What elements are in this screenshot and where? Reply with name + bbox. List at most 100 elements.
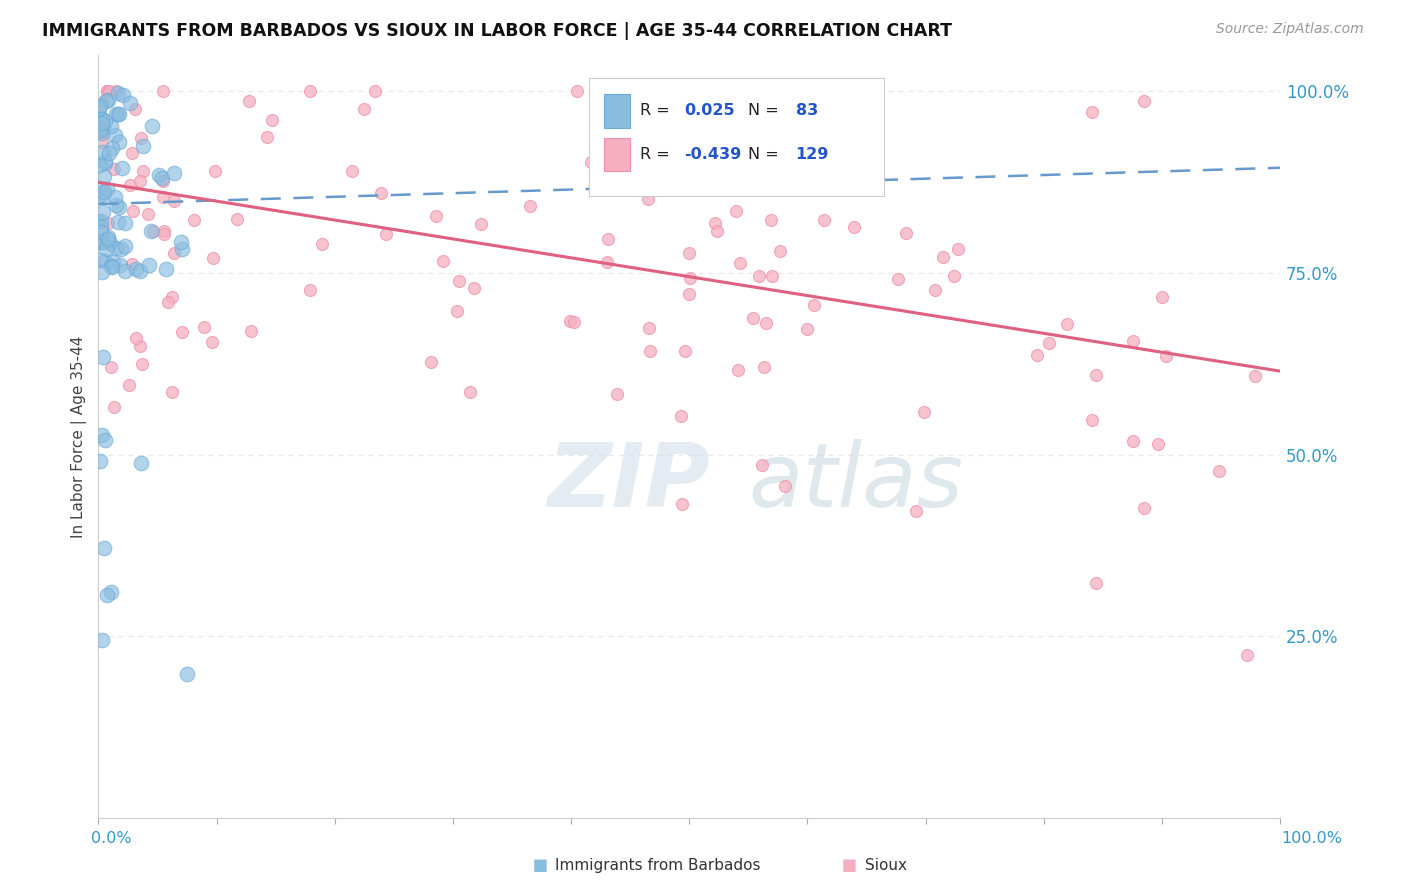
Point (124, 102, 146, 116)
Point (90, 112, 112, 127)
Point (894, 226, 917, 240)
Point (904, 504, 927, 518)
Text: -0.439: -0.439 (685, 147, 742, 161)
Point (94, 155, 117, 169)
Point (93, 541, 115, 556)
Point (1085, 368, 1108, 383)
Point (136, 207, 159, 221)
Point (932, 250, 955, 264)
Point (912, 405, 935, 419)
Text: Source: ZipAtlas.com: Source: ZipAtlas.com (1216, 22, 1364, 37)
Point (1133, 500, 1156, 515)
Point (588, 120, 610, 134)
Point (87, 101, 110, 115)
Point (176, 666, 198, 681)
Point (239, 324, 262, 338)
Point (311, 237, 333, 252)
Point (89, 181, 111, 195)
Point (107, 86, 129, 100)
Point (193, 320, 215, 334)
Point (122, 204, 145, 219)
Point (728, 256, 751, 270)
Point (90, 145, 112, 160)
Point (562, 315, 585, 329)
Point (703, 216, 725, 230)
Point (91, 120, 114, 135)
Text: Sioux: Sioux (865, 858, 907, 872)
Point (353, 102, 375, 116)
Point (111, 88, 134, 103)
Point (90, 235, 112, 250)
Point (89, 99, 111, 113)
Text: ▪: ▪ (841, 854, 858, 877)
Point (1026, 348, 1049, 362)
Point (100, 120, 122, 134)
Text: ZIP: ZIP (547, 439, 710, 525)
Point (129, 264, 152, 278)
Point (1146, 437, 1168, 451)
Point (761, 269, 783, 284)
Point (91, 632, 114, 647)
Point (152, 85, 174, 99)
Point (97, 85, 120, 99)
Point (162, 290, 184, 304)
Text: 83: 83 (796, 103, 818, 119)
Point (91, 135, 114, 149)
Point (720, 113, 742, 128)
Point (163, 166, 186, 180)
Point (91, 126, 114, 140)
Point (470, 218, 492, 232)
Point (110, 242, 132, 256)
Point (673, 343, 696, 358)
Point (813, 212, 835, 227)
Point (755, 316, 778, 330)
Point (948, 242, 970, 256)
Bar (605, 94, 630, 128)
Point (90, 220, 112, 235)
Point (142, 224, 165, 238)
Text: 100.0%: 100.0% (1282, 831, 1343, 846)
Point (97, 229, 120, 244)
Point (152, 189, 174, 203)
Point (91, 188, 114, 202)
Point (155, 261, 177, 276)
Point (628, 102, 651, 116)
Point (100, 235, 122, 250)
Point (1154, 349, 1177, 363)
Point (87, 214, 110, 228)
Point (886, 272, 908, 286)
Point (160, 384, 183, 399)
Text: R =: R = (640, 147, 675, 161)
Point (1150, 290, 1173, 304)
Point (759, 212, 782, 227)
Point (96, 85, 118, 99)
Point (107, 215, 129, 229)
Point (751, 458, 773, 473)
Point (132, 139, 155, 153)
Text: atlas: atlas (748, 439, 963, 525)
Point (579, 155, 602, 169)
Point (567, 85, 589, 99)
Point (363, 85, 385, 99)
Point (94, 433, 117, 447)
Point (107, 136, 129, 150)
Point (89, 110, 111, 124)
Point (132, 163, 155, 178)
Point (91, 125, 114, 139)
Point (262, 113, 284, 128)
Point (463, 281, 485, 295)
Point (93, 186, 115, 200)
Y-axis label: In Labor Force | Age 35-44: In Labor Force | Age 35-44 (72, 335, 87, 538)
Point (596, 255, 619, 269)
Point (94, 95, 117, 109)
Point (114, 216, 136, 230)
Point (93, 169, 115, 183)
Point (637, 192, 659, 206)
Point (298, 85, 321, 99)
Bar (605, 137, 630, 171)
Point (201, 252, 224, 266)
Point (105, 85, 128, 99)
Point (1081, 104, 1104, 119)
Point (741, 310, 763, 325)
Point (156, 295, 179, 310)
